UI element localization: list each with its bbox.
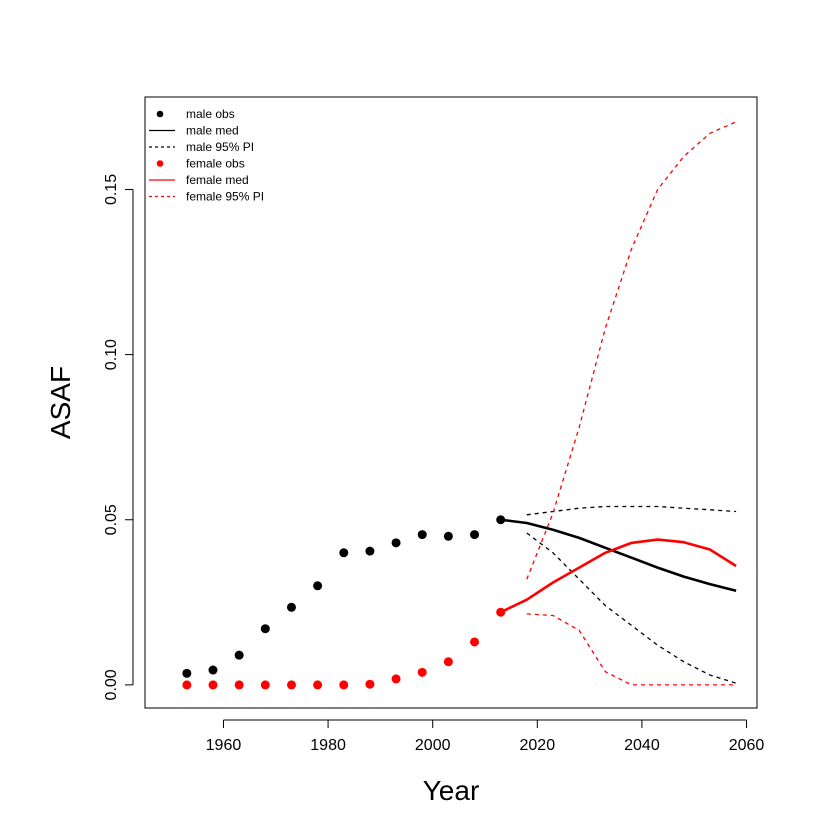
female-obs-point bbox=[313, 680, 323, 690]
x-tick-label: 2020 bbox=[520, 737, 556, 754]
legend: male obs male med male 95% PI female obs fem… bbox=[149, 107, 264, 204]
legend-male-95-pi-label: male 95% PI bbox=[186, 140, 254, 154]
male-obs-point bbox=[470, 530, 480, 540]
y-tick-label: 0.15 bbox=[103, 174, 120, 205]
x-axis: 1960 1980 2000 2020 2040 2060 bbox=[206, 719, 765, 754]
female-obs-point bbox=[208, 680, 218, 690]
x-tick-label: 2000 bbox=[415, 737, 451, 754]
male-obs-point bbox=[339, 548, 349, 558]
male-obs-point bbox=[391, 538, 401, 548]
male-obs-point bbox=[208, 665, 218, 675]
male-obs-point bbox=[234, 650, 244, 660]
legend-male-med-label: male med bbox=[186, 124, 239, 138]
female-med-line bbox=[500, 538, 737, 614]
x-tick-label: 2060 bbox=[729, 737, 765, 754]
legend-male-obs-label: male obs bbox=[186, 107, 235, 121]
legend-male-obs-symbol bbox=[156, 110, 164, 118]
male-obs-point bbox=[313, 581, 323, 591]
y-tick-label: 0.10 bbox=[103, 339, 120, 370]
female-obs-point bbox=[365, 679, 375, 689]
female-95-pi-line bbox=[526, 121, 737, 580]
male-med-line bbox=[500, 518, 737, 593]
x-axis-title: Year bbox=[423, 775, 480, 806]
y-tick-label: 0.05 bbox=[103, 504, 120, 535]
female-obs-point bbox=[443, 657, 453, 667]
male-obs-point bbox=[182, 668, 192, 678]
x-tick-label: 2040 bbox=[624, 737, 660, 754]
y-tick-label: 0.00 bbox=[103, 669, 120, 700]
male-95-pi-line bbox=[526, 505, 737, 516]
female-obs-point bbox=[182, 680, 192, 690]
female-obs-point bbox=[234, 680, 244, 690]
female-obs-point bbox=[260, 680, 270, 690]
male-obs-point bbox=[260, 624, 270, 634]
female-obs-point bbox=[496, 607, 506, 617]
y-axis-title: ASAF bbox=[45, 366, 76, 439]
male-obs-point bbox=[286, 602, 296, 612]
female-obs-point bbox=[417, 667, 427, 677]
plot-frame bbox=[144, 96, 758, 709]
legend-female-med-label: female med bbox=[186, 173, 249, 187]
x-tick-label: 1960 bbox=[206, 737, 242, 754]
plot-marks bbox=[182, 121, 737, 690]
male-obs-point bbox=[417, 530, 427, 540]
x-tick-label: 1980 bbox=[310, 737, 346, 754]
female-obs-point bbox=[339, 680, 349, 690]
male-95-pi-lower-line bbox=[526, 532, 737, 684]
female-obs-point bbox=[391, 674, 401, 684]
male-obs-point bbox=[443, 531, 453, 541]
legend-female-obs-symbol bbox=[156, 160, 164, 167]
legend-female-obs-label: female obs bbox=[186, 157, 245, 171]
legend-female-95-pi-label: female 95% PI bbox=[186, 190, 264, 204]
female-obs-point bbox=[286, 680, 296, 690]
male-obs-point bbox=[496, 515, 506, 525]
y-axis: 0.00 0.05 0.10 0.15 bbox=[103, 174, 134, 700]
female-obs-point bbox=[470, 637, 480, 647]
male-obs-point bbox=[365, 546, 375, 556]
